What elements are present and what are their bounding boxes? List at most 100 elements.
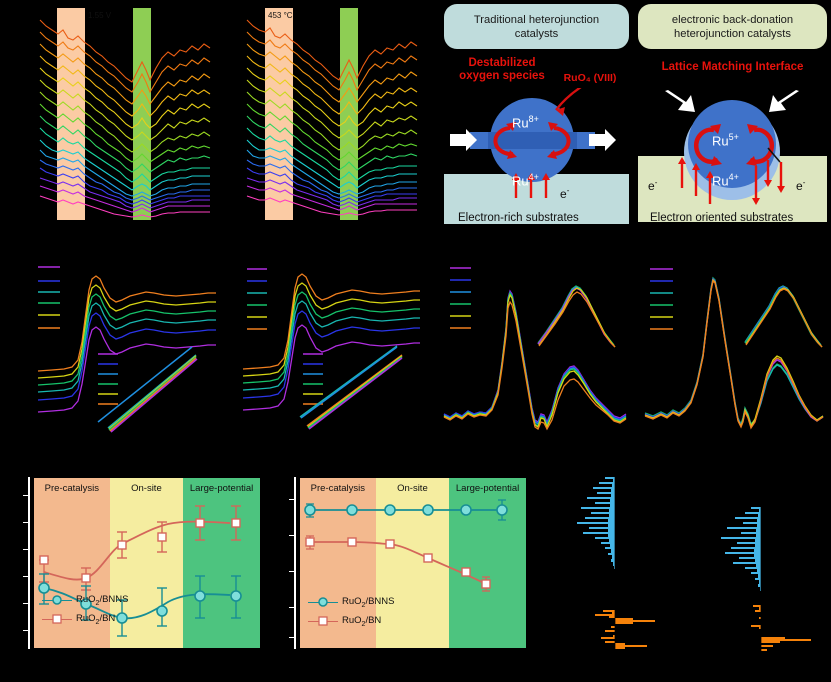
xanes-2-legend-swatches [247, 268, 267, 330]
y-tick [289, 499, 294, 500]
flow-arrows-right [665, 90, 799, 112]
xanes-panel-2 [240, 250, 440, 440]
series-ruo2-bnns-markers-2 [304, 504, 508, 516]
band-label-a: 1.55 V [88, 11, 112, 20]
ru-particle-right [688, 100, 776, 188]
interface-band [478, 132, 586, 149]
electron-oriented-substrate-label: Electron oriented substrates [650, 212, 794, 224]
ruo4-product-label: RuO₄ (VIII) [563, 72, 617, 84]
y-tick [289, 535, 294, 536]
ru-upper-state: Ru8+ [512, 114, 539, 130]
legend-item-bnns: RuO2/BNNS [42, 594, 129, 607]
electron-down-arrows-right [754, 160, 783, 200]
series-ruo2-bn-errorbars [39, 505, 241, 591]
ru-lower-charge: 4+ [528, 172, 539, 182]
schematic-backdonation: electronic back-donation heterojunction … [638, 4, 827, 236]
xanes-2-svg [242, 268, 420, 430]
exafs-2-inset-traces [744, 285, 823, 348]
exafs-2-traces [644, 276, 824, 430]
band-green-a [133, 8, 151, 220]
trend-right-series [304, 499, 508, 592]
legend-swatch-bn-2 [308, 616, 338, 626]
trend-left-series [38, 505, 242, 637]
ruo4-pointer [555, 88, 582, 111]
legend-label-bnns-2: RuO2/BNNS [342, 596, 395, 609]
electron-up-arrows-right [680, 162, 712, 204]
band-peach-a [57, 8, 85, 220]
waterfall-b-traces [246, 19, 418, 216]
pdos-left [577, 471, 655, 661]
xanes-1-inset-legend [98, 353, 118, 405]
series-ruo2-bn-errorbars-2 [306, 535, 490, 592]
pdos-svg [577, 471, 811, 661]
schematic-right-graphic [638, 90, 827, 222]
arrow-out-icon [589, 129, 616, 151]
exafs-2-svg [644, 268, 824, 430]
electron-rich-substrate-label: Electron-rich substrates [458, 212, 579, 224]
xanes-1-legend-swatches [38, 266, 60, 329]
schematic-left-header: Traditional heterojunction catalysts [444, 4, 629, 49]
ru-lower-symbol: Ru [512, 173, 529, 189]
band-green-b [340, 8, 358, 220]
pdos-left-upper-band [577, 475, 615, 569]
arrow-in-icon [450, 129, 477, 151]
exafs-1-svg [443, 267, 627, 431]
pdos-panels [575, 465, 831, 665]
ru-upper-state-right: Ru5+ [712, 132, 739, 149]
zone-label-on-site-2: On-site [397, 483, 428, 494]
xanes-1-traces [37, 275, 216, 413]
waterfall-panel-a: 1.55 V [30, 0, 230, 240]
xanes-2-inset-traces [299, 345, 403, 430]
trend-left-y-axis [28, 477, 30, 649]
trend-chart-left-plot: Pre-catalysis On-site Large-potential [33, 477, 261, 649]
ru-upper-symbol: Ru [512, 115, 529, 131]
trend-left-legend: RuO2/BNNS RuO2/BN [42, 594, 129, 632]
schematic-right-header: electronic back-donation heterojunction … [638, 4, 827, 49]
redox-cycle-arrows [493, 126, 571, 157]
legend-label-bn: RuO2/BN [76, 612, 116, 626]
waterfall-a-traces [39, 19, 211, 218]
y-tick [23, 603, 28, 604]
exafs-panel-2 [635, 250, 831, 440]
exafs-panel-1 [440, 250, 635, 440]
band-label-b: 453 °C [268, 11, 293, 20]
arrow-out-icon [769, 90, 799, 112]
legend-item-bn: RuO2/BN [42, 613, 129, 626]
trend-right-y-axis [294, 477, 296, 649]
series-ruo2-bn-line-2 [310, 541, 487, 585]
arrow-in-icon [665, 90, 695, 112]
xanes-panel-1 [30, 250, 240, 440]
zone-label-pre-catalysis: Pre-catalysis [44, 483, 100, 494]
legend-label-bn-2: RuO2/BN [342, 614, 382, 628]
legend-label-bnns: RuO2/BNNS [76, 594, 129, 607]
legend-swatch-bnns-2 [308, 597, 338, 608]
ru-lower-state-right: Ru4+ [712, 172, 739, 189]
pdos-right [721, 471, 811, 661]
schematic-left-graphic [444, 88, 629, 224]
zone-label-on-site: On-site [131, 483, 162, 494]
xanes-1-inset-traces [97, 346, 198, 433]
pdos-left-lower-band [595, 608, 655, 655]
trend-right-legend: RuO2/BNNS RuO2/BN [308, 596, 395, 634]
series-ruo2-bnns-markers [38, 582, 242, 624]
exafs-1-legend-swatches [450, 267, 471, 329]
destabilized-oxygen-label: Destabilized oxygen species [459, 57, 545, 83]
trend-chart-right: Pre-catalysis On-site Large-potential [289, 477, 527, 649]
ru-upper-charge: 8+ [528, 114, 539, 124]
legend-item-bnns-2: RuO2/BNNS [308, 596, 395, 609]
exafs-2-legend-swatches [650, 268, 673, 330]
pdos-right-lower-band [751, 603, 811, 655]
y-tick [289, 637, 294, 638]
exafs-1-traces [443, 289, 627, 431]
electron-label-left: e- [560, 186, 570, 201]
y-tick [23, 549, 28, 550]
trend-chart-left: Pre-catalysis On-site Large-potential [23, 477, 261, 649]
series-ruo2-bn-markers [39, 518, 241, 583]
ru-lower-state: Ru4+ [512, 172, 539, 188]
electron-rich-slab [444, 174, 629, 224]
series-ruo2-bn-markers-2 [305, 537, 491, 589]
y-tick [23, 522, 28, 523]
waterfall-b-svg [246, 8, 418, 220]
redox-cycle-arrows-right [693, 127, 775, 164]
waterfall-panel-b: 453 °C [235, 0, 435, 240]
